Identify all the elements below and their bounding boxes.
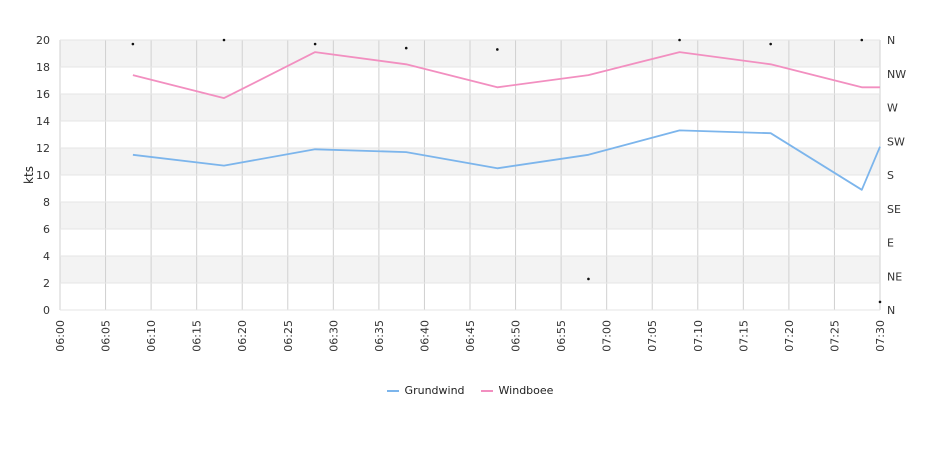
y-tick-label: 18 bbox=[36, 61, 50, 74]
y-tick-label: 20 bbox=[36, 34, 50, 47]
direction-point bbox=[769, 42, 772, 46]
y2-tick-label: N bbox=[887, 34, 895, 47]
x-tick-label: 07:05 bbox=[646, 320, 659, 352]
y-tick-label: 2 bbox=[43, 277, 50, 290]
y2-tick-label: NW bbox=[887, 68, 906, 81]
legend-swatch-grundwind bbox=[386, 389, 399, 392]
y-axis-title: kts bbox=[22, 166, 36, 184]
direction-point bbox=[860, 38, 864, 42]
direction-point bbox=[878, 300, 882, 304]
series-line-windboee bbox=[132, 51, 880, 99]
y-tick-label: 16 bbox=[36, 88, 50, 101]
x-tick-label: 07:20 bbox=[783, 320, 796, 352]
y2-tick-label: W bbox=[887, 102, 898, 115]
chart-legend: Grundwind Windboee bbox=[0, 384, 940, 397]
y2-tick-label: SE bbox=[887, 203, 901, 216]
y2-tick-label: SW bbox=[887, 135, 905, 148]
x-tick-label: 07:00 bbox=[601, 320, 614, 352]
x-tick-label: 06:45 bbox=[464, 320, 477, 352]
x-tick-label: 06:55 bbox=[555, 320, 568, 352]
y-tick-label: 0 bbox=[43, 304, 50, 317]
y2-tick-label: S bbox=[887, 169, 894, 182]
x-tick-label: 06:30 bbox=[327, 320, 340, 352]
y-tick-label: 8 bbox=[43, 196, 50, 209]
y-tick-label: 12 bbox=[36, 142, 50, 155]
legend-item-windboee[interactable]: Windboee bbox=[480, 384, 554, 397]
legend-swatch-windboee bbox=[480, 389, 493, 392]
legend-label-grundwind: Grundwind bbox=[404, 384, 465, 397]
direction-point bbox=[587, 277, 590, 281]
x-tick-label: 07:15 bbox=[737, 320, 750, 352]
y-tick-label: 4 bbox=[43, 250, 50, 263]
x-tick-label: 07:25 bbox=[828, 320, 841, 352]
x-tick-label: 06:00 bbox=[54, 320, 67, 352]
legend-label-windboee: Windboee bbox=[498, 384, 554, 397]
y-tick-label: 6 bbox=[43, 223, 50, 236]
direction-point bbox=[404, 46, 408, 50]
series-line-grundwind bbox=[132, 129, 881, 191]
direction-point bbox=[496, 48, 499, 51]
direction-point bbox=[222, 38, 226, 42]
y2-tick-label: E bbox=[887, 237, 894, 250]
x-tick-label: 07:30 bbox=[874, 320, 887, 352]
x-tick-label: 06:25 bbox=[282, 320, 295, 352]
y-tick-label: 10 bbox=[36, 169, 50, 182]
x-tick-label: 07:10 bbox=[692, 320, 705, 352]
y2-tick-label: N bbox=[887, 304, 895, 317]
direction-point bbox=[678, 38, 681, 42]
x-tick-label: 06:35 bbox=[373, 320, 386, 352]
y2-tick-label: NE bbox=[887, 270, 902, 283]
legend-item-grundwind[interactable]: Grundwind bbox=[386, 384, 465, 397]
x-tick-label: 06:40 bbox=[418, 320, 431, 352]
direction-point bbox=[131, 42, 135, 46]
y-tick-label: 14 bbox=[36, 115, 50, 128]
direction-point bbox=[313, 42, 317, 46]
x-tick-label: 06:15 bbox=[191, 320, 204, 352]
x-tick-label: 06:10 bbox=[145, 320, 158, 352]
x-tick-label: 06:05 bbox=[100, 320, 113, 352]
x-tick-label: 06:20 bbox=[236, 320, 249, 352]
x-tick-label: 06:50 bbox=[510, 320, 523, 352]
